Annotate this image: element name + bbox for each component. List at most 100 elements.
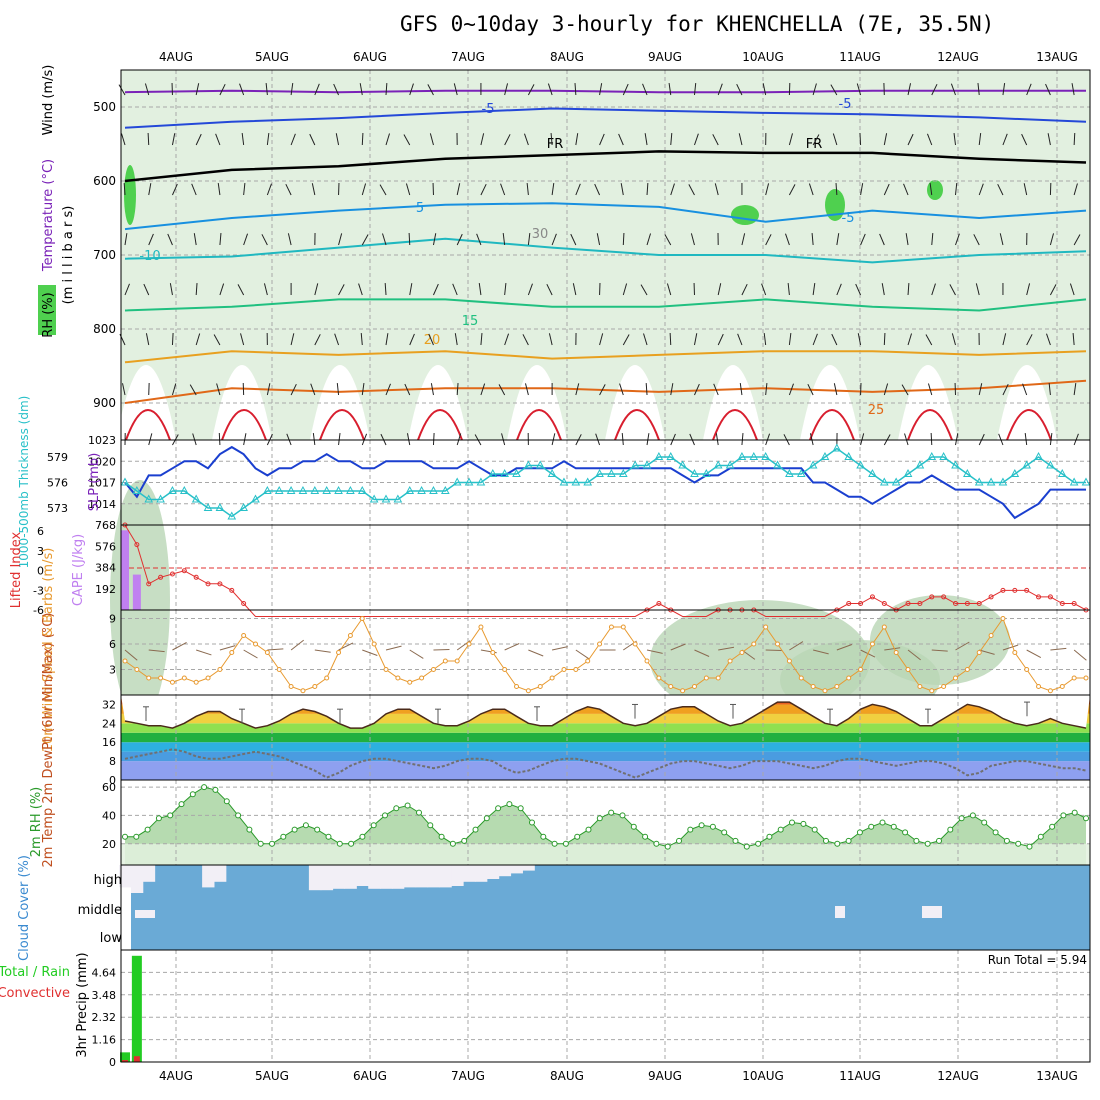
rh-marker — [1071, 809, 1078, 816]
precip-convective-legend: Convective — [0, 986, 70, 1001]
upper-wind-barb — [575, 183, 581, 196]
upper-wind-barb — [217, 183, 221, 196]
upper-wind-barb — [717, 283, 722, 296]
upper-wind-barb — [907, 83, 912, 96]
upper-wind-barb — [504, 83, 509, 96]
thickness-marker — [583, 477, 593, 486]
upper-air-ylabel: (m i l l i b a r s) — [61, 206, 76, 305]
upper-wind-barb — [879, 233, 885, 246]
wind-speed-marker — [181, 675, 187, 681]
rh-marker — [1060, 812, 1067, 819]
lifted-index-marker — [858, 600, 864, 606]
surface-wind-barb — [1002, 644, 1019, 651]
day-label-top: 6AUG — [353, 50, 387, 64]
thickness-marker — [939, 451, 948, 460]
wind-tick: 6 — [109, 638, 116, 651]
upper-wind-barb — [574, 82, 577, 96]
rh-marker — [393, 805, 400, 812]
wind-speed-marker — [276, 667, 282, 672]
lifted-index-marker — [1047, 594, 1053, 600]
cape-tick: 192 — [95, 583, 116, 596]
upper-wind-barb — [290, 133, 296, 146]
wind-speed-marker — [336, 650, 342, 655]
rh-marker — [789, 819, 795, 826]
upper-wind-barb — [498, 384, 506, 396]
rh-tick: 60 — [102, 781, 116, 794]
rh-marker — [280, 833, 287, 840]
thickness-marker — [524, 460, 533, 469]
thickness-marker — [796, 468, 806, 477]
upper-wind-barb — [504, 333, 510, 346]
upper-wind-barb — [904, 433, 909, 446]
thickness-marker — [263, 485, 272, 494]
upper-wind-barb — [1021, 133, 1028, 146]
upper-wind-barb — [193, 233, 197, 246]
thickness-marker — [702, 468, 711, 477]
thickness-marker — [191, 494, 201, 503]
wind-speed-marker — [644, 658, 650, 664]
thickness-marker — [547, 468, 557, 477]
upper-wind-barb — [690, 233, 695, 246]
wind-speed-marker — [1071, 675, 1077, 681]
upper-wind-barb — [714, 183, 719, 196]
upper-wind-barb — [931, 283, 936, 296]
upper-wind-barb — [215, 133, 221, 146]
isotherm-line — [124, 89, 1086, 94]
upper-wind-barb — [575, 133, 579, 146]
surface-wind-barb — [290, 639, 305, 651]
upper-wind-barb — [476, 233, 482, 246]
isotherm-30-bump — [417, 409, 463, 441]
upper-wind-barb — [195, 333, 201, 346]
upper-wind-barb — [883, 183, 890, 196]
wind-speed-marker — [561, 667, 567, 672]
temp-line — [124, 701, 1087, 729]
upper-wind-barb — [361, 383, 365, 396]
wind-speed-marker — [383, 667, 389, 672]
upper-wind-barb — [240, 333, 245, 346]
upper-wind-barb — [527, 233, 531, 246]
contour-label: 5 — [416, 201, 424, 216]
wind-speed-marker — [134, 667, 140, 672]
rh-marker — [133, 833, 140, 840]
thickness-marker — [618, 468, 628, 477]
thickness-marker — [144, 494, 154, 503]
wind-speed-marker — [217, 667, 223, 672]
upper-wind-barb — [570, 233, 577, 246]
wind-speed-marker — [347, 633, 353, 638]
upper-wind-barb — [812, 134, 820, 146]
upper-wind-barb — [290, 383, 297, 396]
rh-marker — [902, 829, 909, 836]
rh-marker — [144, 826, 151, 833]
upper-wind-barb — [926, 133, 933, 146]
upper-wind-barb — [713, 383, 719, 396]
rh-marker — [359, 833, 366, 840]
wind-speed-marker — [929, 688, 935, 694]
thickness-marker — [168, 485, 177, 494]
upper-wind-barb — [429, 133, 434, 146]
upper-wind-barb — [1023, 183, 1028, 196]
surface-wind-barb — [931, 649, 948, 652]
upper-wind-barb — [551, 433, 556, 446]
thickness-marker — [512, 468, 521, 477]
pressure-tick: 800 — [93, 322, 116, 336]
thickness-marker — [951, 460, 960, 469]
temp-tick: 0 — [109, 774, 116, 787]
upper-wind-barb — [427, 84, 434, 96]
day-label-bottom: 4AUG — [159, 1069, 193, 1083]
thickness-marker — [156, 494, 165, 503]
thickness-marker — [346, 485, 355, 494]
wind-tick: 3 — [109, 664, 116, 677]
high-cloud-gap — [403, 865, 417, 888]
upper-wind-barb — [765, 383, 768, 396]
wind-speed-marker — [715, 675, 721, 681]
rh-marker — [370, 822, 377, 829]
surface-wind-barb — [243, 649, 258, 659]
upper-wind-barb — [836, 233, 840, 246]
rh-marker — [178, 801, 185, 808]
temp-color-band — [121, 723, 1090, 733]
upper-wind-barb — [1073, 383, 1077, 396]
upper-wind-barb — [361, 183, 367, 196]
surface-wind-barb — [955, 641, 970, 651]
saturated-region — [124, 165, 136, 225]
wind-speed-marker — [514, 684, 520, 689]
